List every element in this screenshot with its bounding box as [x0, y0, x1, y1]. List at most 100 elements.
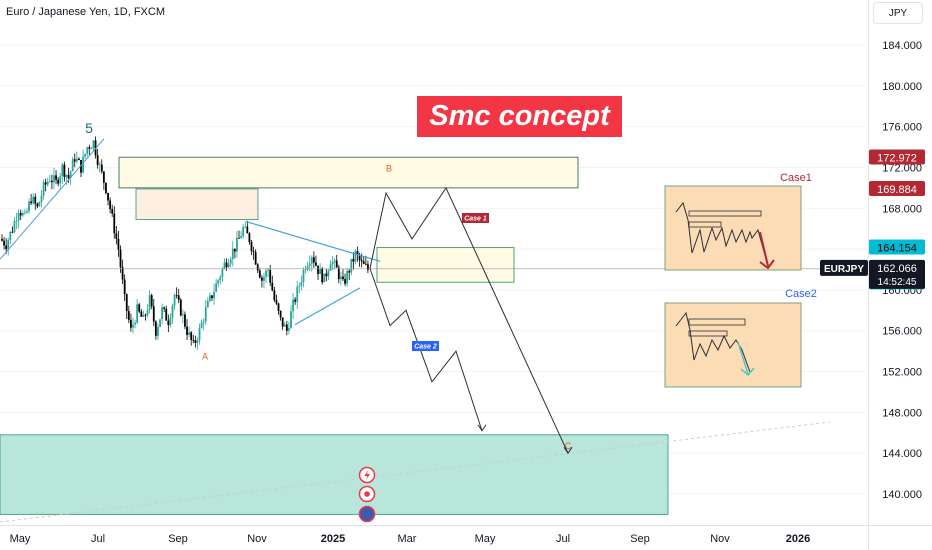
candle-body	[196, 340, 199, 343]
lightning-icon	[364, 470, 370, 480]
candle-body	[231, 248, 234, 260]
candle-body	[292, 299, 294, 312]
projection-label: Case 1	[464, 216, 487, 223]
candle-body	[7, 239, 10, 250]
candle-body	[125, 294, 128, 312]
candle-body	[367, 264, 369, 270]
time-tick-label: Nov	[247, 533, 267, 545]
candle-body	[288, 328, 290, 331]
candle-body	[132, 324, 134, 328]
inset-label: Case1	[780, 172, 812, 184]
candle-body	[350, 258, 353, 273]
time-tick-label: May	[475, 533, 496, 545]
price-tick-label: 184.000	[882, 40, 922, 52]
candle-body	[23, 212, 26, 214]
candle-body	[238, 237, 240, 239]
candle-body	[98, 164, 101, 166]
candle-body	[273, 290, 276, 301]
candle-body	[61, 164, 64, 177]
candle-body	[38, 202, 41, 207]
candle-body	[296, 286, 299, 302]
candle-body	[329, 264, 332, 271]
candle-body	[175, 295, 178, 296]
candle-body	[254, 252, 257, 265]
candle-body	[152, 306, 155, 322]
candle-body	[173, 295, 176, 306]
wave-label: 5	[85, 120, 93, 136]
candle-body	[192, 339, 195, 341]
price-tick-label: 152.000	[882, 367, 922, 379]
candle-body	[50, 180, 53, 183]
candle-body	[127, 311, 130, 320]
candle-body	[321, 268, 324, 283]
inset-box	[664, 302, 802, 388]
candle-body	[181, 314, 184, 316]
time-tick-label: 2025	[321, 533, 345, 545]
candle-body	[344, 279, 346, 284]
candle-body	[252, 251, 255, 253]
inset-path	[675, 201, 769, 267]
price-badge	[869, 149, 925, 165]
candle-body	[130, 319, 132, 328]
candle-body	[244, 226, 247, 228]
candle-body	[290, 311, 292, 329]
candle-body	[184, 314, 186, 327]
price-tick-label: 168.000	[882, 203, 922, 215]
candle-body	[337, 267, 340, 280]
candle-body	[179, 299, 182, 316]
candle-body	[279, 310, 282, 318]
projection-label: Case 2	[414, 344, 437, 351]
candle-body	[265, 270, 267, 277]
time-tick-label: Nov	[710, 533, 730, 545]
currency-button[interactable]: JPY	[873, 2, 923, 24]
candle-body	[115, 233, 118, 239]
zone-3	[0, 434, 669, 515]
price-tick-label: 156.000	[882, 326, 922, 338]
flag-icon[interactable]	[358, 505, 376, 523]
candle-body	[69, 171, 72, 179]
candle-body	[308, 263, 311, 267]
candle-body	[202, 321, 205, 323]
candle-body	[219, 276, 222, 281]
candle-body	[346, 270, 349, 284]
candle-body	[348, 270, 351, 273]
price-badge-value: 169.884	[877, 184, 917, 196]
candle-body	[310, 257, 313, 264]
candle-body	[119, 249, 122, 268]
time-tick-label: Sep	[630, 533, 650, 545]
zone-0	[118, 156, 579, 189]
candle-body	[209, 295, 211, 301]
candle-body	[271, 282, 274, 291]
candle-body	[48, 180, 51, 182]
candle-body	[134, 322, 136, 325]
candle-body	[78, 158, 80, 161]
candle-body	[167, 320, 170, 326]
price-tick-label: 180.000	[882, 81, 922, 93]
candle-body	[159, 319, 161, 327]
candle-body	[28, 201, 30, 212]
inset-box	[664, 185, 802, 271]
time-tick-label: Mar	[398, 533, 417, 545]
candle-body	[109, 200, 112, 210]
price-tick-label: 144.000	[882, 448, 922, 460]
time-tick-label: Jul	[556, 533, 570, 545]
candle-body	[236, 237, 238, 252]
candle-body	[188, 332, 191, 335]
candle-body	[275, 300, 278, 304]
price-badge-value: 164.154	[877, 242, 917, 254]
inset-zone	[688, 221, 722, 228]
projection-arrowhead	[563, 446, 573, 455]
candle-body	[269, 269, 272, 283]
candle-body	[233, 248, 236, 252]
candle-body	[36, 203, 39, 207]
candle-body	[146, 310, 149, 316]
candle-body	[123, 279, 126, 295]
price-tick-label: 172.000	[882, 162, 922, 174]
candle-body	[21, 212, 24, 216]
candle-body	[121, 267, 124, 280]
candle-body	[217, 280, 220, 284]
candle-body	[105, 182, 107, 193]
candle-body	[352, 258, 355, 262]
candle-body	[240, 236, 242, 239]
